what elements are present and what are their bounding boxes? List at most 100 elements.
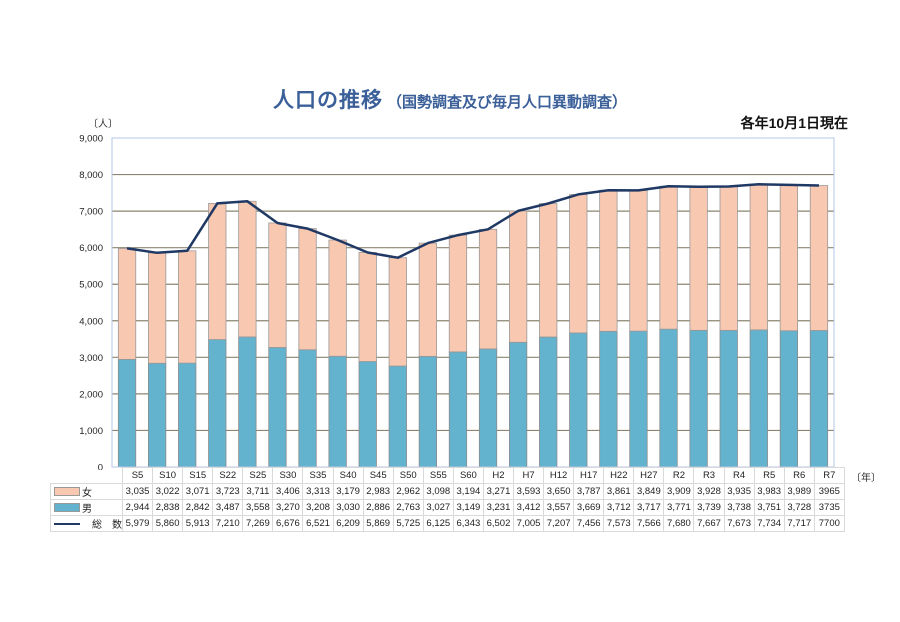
y-tick-label: 1,000	[79, 426, 103, 437]
category-cell: S60	[452, 467, 484, 484]
female-value-cell: 3,271	[482, 483, 515, 500]
male-value-cell: 2,886	[362, 499, 394, 516]
category-cell: S35	[302, 467, 334, 484]
female-value-cell: 3,194	[452, 483, 484, 500]
y-tick-label: 9,000	[79, 134, 103, 145]
female-bar	[328, 239, 347, 357]
category-cell: H12	[543, 467, 575, 484]
category-cell: S50	[392, 467, 424, 484]
category-cell: S45	[362, 467, 394, 484]
male-value-cell: 3,558	[242, 499, 274, 516]
male-bar	[659, 328, 678, 468]
y-tick-label: 2,000	[79, 389, 103, 400]
female-value-cell: 3,861	[603, 483, 635, 500]
female-value-cell: 3,650	[543, 483, 575, 500]
chart-title: 人口の推移 （国勢調査及び毎月人口異動調査）	[0, 84, 900, 114]
male-bar	[388, 365, 407, 468]
category-cell: H7	[513, 467, 545, 484]
female-value-cell: 3,035	[121, 483, 154, 500]
female-value-cell: 3,711	[242, 483, 274, 500]
female-swatch-icon	[54, 487, 80, 496]
female-bar	[388, 257, 407, 367]
male-bar	[779, 330, 798, 468]
y-tick-label: 5,000	[79, 280, 103, 291]
total-value-cell: 7,456	[573, 515, 605, 532]
total-value-cell: 5,913	[182, 515, 214, 532]
total-population-line	[126, 183, 820, 259]
male-value-cell: 3,739	[693, 499, 725, 516]
male-value-cell: 3,270	[272, 499, 304, 516]
gridlines	[112, 173, 834, 432]
total-value-cell: 5,725	[392, 515, 424, 532]
total-value-cell: 7,734	[753, 515, 785, 532]
male-bar	[418, 355, 437, 468]
female-bar	[689, 186, 708, 331]
total-value-cell: 6,502	[482, 515, 515, 532]
total-value-cell: 6,343	[452, 515, 484, 532]
category-cell: S15	[182, 467, 214, 484]
y-tick-label: 6,000	[79, 243, 103, 254]
data-table: S5 S10 S15 S22 S25 S30 S35 S40 S45 S50 S55 S60 H2 H7 H…	[50, 467, 845, 532]
line-swatch-icon	[54, 522, 80, 525]
male-bar	[539, 336, 558, 468]
female-bar	[809, 185, 829, 331]
male-swatch-icon	[54, 503, 80, 512]
male-value-cell: 3,717	[633, 499, 665, 516]
male-row: 男 2,944 2,838 2,842 3,487 3,558 3,270 3,208 3,0…	[50, 499, 845, 516]
chart-title-main: 人口の推移	[272, 89, 383, 112]
male-bar	[599, 330, 618, 468]
total-value-cell: 5,869	[362, 515, 394, 532]
y-tick-label: 4,000	[79, 316, 103, 327]
female-bar	[599, 189, 618, 332]
category-cell: S10	[152, 467, 184, 484]
male-bar	[238, 336, 257, 468]
category-cell: R4	[723, 467, 755, 484]
total-value-cell: 7,717	[783, 515, 815, 532]
male-value-cell: 3735	[813, 499, 845, 516]
female-bar	[749, 183, 768, 331]
female-value-cell: 2,962	[392, 483, 424, 500]
male-bar	[148, 362, 167, 468]
female-value-cell: 3,406	[272, 483, 304, 500]
male-bar	[328, 355, 347, 468]
female-bar	[569, 194, 588, 334]
y-tick-label: 3,000	[79, 353, 103, 364]
male-bar	[268, 347, 287, 468]
male-bar	[448, 351, 468, 468]
female-value-cell: 3,593	[513, 483, 545, 500]
female-bar	[418, 242, 437, 357]
total-value-cell: 7,566	[633, 515, 665, 532]
female-bar	[298, 228, 317, 351]
female-bar	[208, 203, 227, 340]
female-value-cell: 3,071	[182, 483, 214, 500]
total-value-cell: 7,667	[693, 515, 725, 532]
female-bar	[509, 210, 528, 343]
male-value-cell: 3,751	[753, 499, 785, 516]
total-value-cell: 6,676	[272, 515, 304, 532]
total-value-cell: 7,269	[242, 515, 274, 532]
male-bar	[358, 361, 377, 468]
male-value-cell: 2,944	[121, 499, 154, 516]
total-value-cell: 6,125	[422, 515, 454, 532]
total-value-cell: 5,860	[152, 515, 184, 532]
female-bar	[448, 234, 468, 353]
female-value-cell: 3,989	[783, 483, 815, 500]
male-value-cell: 3,412	[513, 499, 545, 516]
female-value-cell: 3,983	[753, 483, 785, 500]
female-bar	[238, 200, 257, 338]
female-value-cell: 3,098	[422, 483, 454, 500]
female-value-cell: 3965	[813, 483, 845, 500]
total-value-cell: 7,005	[513, 515, 545, 532]
category-cell: R3	[693, 467, 725, 484]
male-bar	[178, 362, 197, 468]
male-bar	[509, 341, 528, 468]
total-row: 総 数 5,979 5,860 5,913 7,210 7,269 6,676 6,521 6…	[50, 515, 845, 532]
y-tick-label: 7,000	[79, 207, 103, 218]
female-value-cell: 3,935	[723, 483, 755, 500]
female-bar	[148, 252, 167, 364]
y-tick-label: 8,000	[79, 170, 103, 181]
table-corner	[50, 467, 123, 484]
female-value-cell: 2,983	[362, 483, 394, 500]
male-value-cell: 2,763	[392, 499, 424, 516]
male-bar	[749, 329, 768, 468]
